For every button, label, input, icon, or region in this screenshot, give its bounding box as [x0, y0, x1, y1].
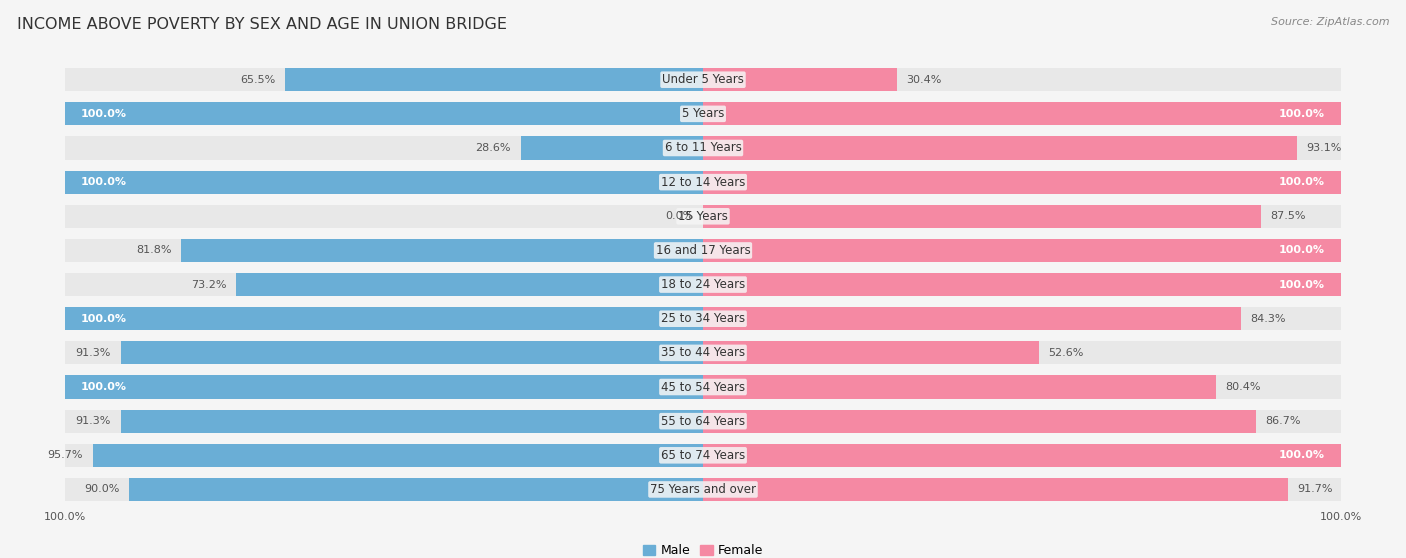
Bar [703, 239, 1341, 262]
Text: 100.0%: 100.0% [1279, 246, 1324, 256]
Text: 55 to 64 Years: 55 to 64 Years [661, 415, 745, 427]
Bar [65, 102, 703, 126]
Text: 91.3%: 91.3% [76, 348, 111, 358]
Text: 91.3%: 91.3% [76, 416, 111, 426]
Bar [703, 341, 1341, 364]
Bar [65, 102, 703, 126]
Text: 100.0%: 100.0% [1279, 109, 1324, 119]
Bar [703, 410, 1341, 433]
Bar [65, 239, 703, 262]
Bar [703, 102, 1341, 126]
Bar [65, 478, 703, 501]
Bar [703, 136, 1341, 160]
Bar [285, 68, 703, 92]
Text: INCOME ABOVE POVERTY BY SEX AND AGE IN UNION BRIDGE: INCOME ABOVE POVERTY BY SEX AND AGE IN U… [17, 17, 508, 32]
Text: 100.0%: 100.0% [44, 512, 86, 522]
Text: 100.0%: 100.0% [1279, 280, 1324, 290]
Bar [65, 171, 703, 194]
Bar [65, 171, 703, 194]
Text: 28.6%: 28.6% [475, 143, 510, 153]
Text: Under 5 Years: Under 5 Years [662, 73, 744, 86]
Text: 12 to 14 Years: 12 to 14 Years [661, 176, 745, 189]
Text: 52.6%: 52.6% [1047, 348, 1084, 358]
Text: 0.0%: 0.0% [665, 211, 693, 222]
Text: 100.0%: 100.0% [1279, 177, 1324, 187]
Text: Source: ZipAtlas.com: Source: ZipAtlas.com [1271, 17, 1389, 27]
Text: 93.1%: 93.1% [1306, 143, 1341, 153]
Text: 90.0%: 90.0% [84, 484, 120, 494]
Text: 100.0%: 100.0% [1320, 512, 1362, 522]
Text: 45 to 54 Years: 45 to 54 Years [661, 381, 745, 393]
Text: 100.0%: 100.0% [1279, 450, 1324, 460]
Text: 18 to 24 Years: 18 to 24 Years [661, 278, 745, 291]
Bar [65, 307, 703, 330]
Bar [703, 307, 1341, 330]
Text: 75 Years and over: 75 Years and over [650, 483, 756, 496]
Bar [703, 239, 1341, 262]
Bar [65, 410, 703, 433]
Text: 86.7%: 86.7% [1265, 416, 1301, 426]
Bar [93, 444, 703, 467]
Bar [703, 136, 1296, 160]
Bar [703, 478, 1341, 501]
Text: 100.0%: 100.0% [82, 314, 127, 324]
Text: 81.8%: 81.8% [136, 246, 172, 256]
Text: 91.7%: 91.7% [1298, 484, 1333, 494]
Bar [703, 478, 1288, 501]
Bar [129, 478, 703, 501]
Text: 100.0%: 100.0% [82, 177, 127, 187]
Bar [65, 444, 703, 467]
Bar [181, 239, 703, 262]
Bar [65, 341, 703, 364]
Bar [703, 410, 1256, 433]
Bar [703, 171, 1341, 194]
Bar [65, 376, 703, 398]
Bar [703, 102, 1341, 126]
Text: 84.3%: 84.3% [1250, 314, 1286, 324]
Text: 25 to 34 Years: 25 to 34 Years [661, 312, 745, 325]
Text: 100.0%: 100.0% [82, 382, 127, 392]
Bar [703, 205, 1341, 228]
Text: 100.0%: 100.0% [82, 109, 127, 119]
Bar [121, 341, 703, 364]
Bar [703, 307, 1240, 330]
Bar [121, 410, 703, 433]
Text: 80.4%: 80.4% [1226, 382, 1261, 392]
Text: 95.7%: 95.7% [48, 450, 83, 460]
Legend: Male, Female: Male, Female [638, 539, 768, 558]
Bar [703, 205, 1261, 228]
Bar [703, 273, 1341, 296]
Text: 16 and 17 Years: 16 and 17 Years [655, 244, 751, 257]
Text: 87.5%: 87.5% [1271, 211, 1306, 222]
Bar [65, 68, 703, 92]
Bar [703, 68, 897, 92]
Bar [703, 376, 1341, 398]
Bar [703, 444, 1341, 467]
Bar [520, 136, 703, 160]
Text: 6 to 11 Years: 6 to 11 Years [665, 142, 741, 155]
Bar [65, 136, 703, 160]
Bar [703, 171, 1341, 194]
Bar [703, 444, 1341, 467]
Text: 15 Years: 15 Years [678, 210, 728, 223]
Bar [703, 273, 1341, 296]
Bar [703, 68, 1341, 92]
Bar [65, 307, 703, 330]
Bar [236, 273, 703, 296]
Text: 73.2%: 73.2% [191, 280, 226, 290]
Bar [65, 273, 703, 296]
Text: 65 to 74 Years: 65 to 74 Years [661, 449, 745, 462]
Text: 30.4%: 30.4% [907, 75, 942, 85]
Text: 35 to 44 Years: 35 to 44 Years [661, 347, 745, 359]
Text: 65.5%: 65.5% [240, 75, 276, 85]
Bar [703, 341, 1039, 364]
Bar [65, 205, 703, 228]
Bar [65, 376, 703, 398]
Text: 5 Years: 5 Years [682, 107, 724, 121]
Bar [703, 376, 1216, 398]
